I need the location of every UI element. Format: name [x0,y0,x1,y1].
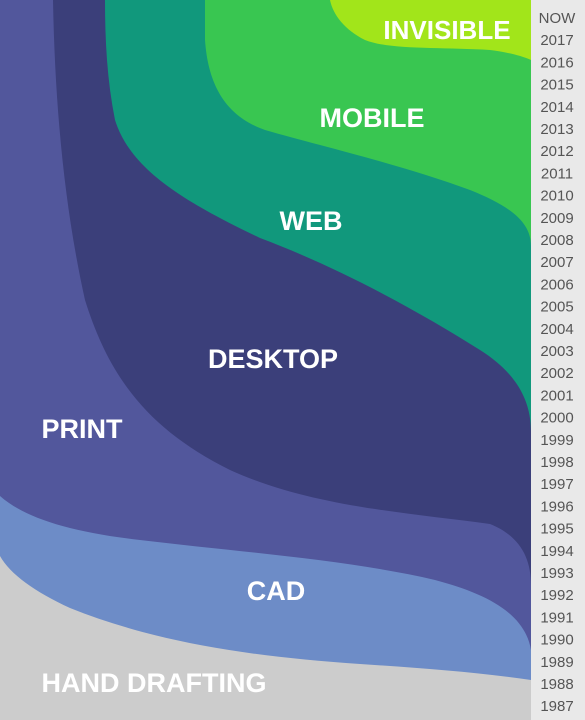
year-axis-background [531,0,585,720]
year-label: 1996 [540,498,573,515]
label-print: PRINT [42,414,124,444]
year-label: 2002 [540,365,573,382]
year-label: NOW [539,10,577,27]
label-mobile: MOBILE [320,103,425,133]
year-label: 1993 [540,565,573,582]
year-label: 1990 [540,632,573,649]
label-hand-drafting: HAND DRAFTING [42,668,267,698]
year-label: 2017 [540,32,573,49]
year-label: 2005 [540,299,573,316]
year-label: 2016 [540,54,573,71]
year-label: 2011 [541,165,573,182]
year-label: 1997 [540,476,573,493]
year-label: 1995 [540,521,573,538]
year-label: 1998 [540,454,573,471]
year-label: 2006 [540,276,573,293]
year-label: 2012 [540,143,573,160]
label-web: WEB [280,206,343,236]
label-invisible: INVISIBLE [383,15,510,45]
year-label: 1994 [540,543,573,560]
year-label: 1988 [540,676,573,693]
year-label: 2010 [540,188,573,205]
year-label: 2003 [540,343,573,360]
year-label: 1989 [540,654,573,671]
year-label: 2001 [540,387,573,404]
year-label: 2008 [540,232,573,249]
year-label: 1987 [540,698,573,715]
year-label: 2009 [540,210,573,227]
label-desktop: DESKTOP [208,344,338,374]
year-axis: NOW 2017 2016 2015 2014 2013 2012 2011 2010 2009 2… [539,10,577,715]
year-label: 2007 [540,254,573,271]
year-label: 2015 [540,77,573,94]
year-label: 1992 [540,587,573,604]
band-invisible [330,0,531,60]
year-label: 1991 [540,609,573,626]
year-label: 2014 [540,99,573,116]
band-mobile [205,0,531,246]
year-label: 2013 [540,121,573,138]
label-cad: CAD [247,576,306,606]
year-label: 2004 [540,321,573,338]
year-label: 2000 [540,410,573,427]
year-label: 1999 [540,432,573,449]
